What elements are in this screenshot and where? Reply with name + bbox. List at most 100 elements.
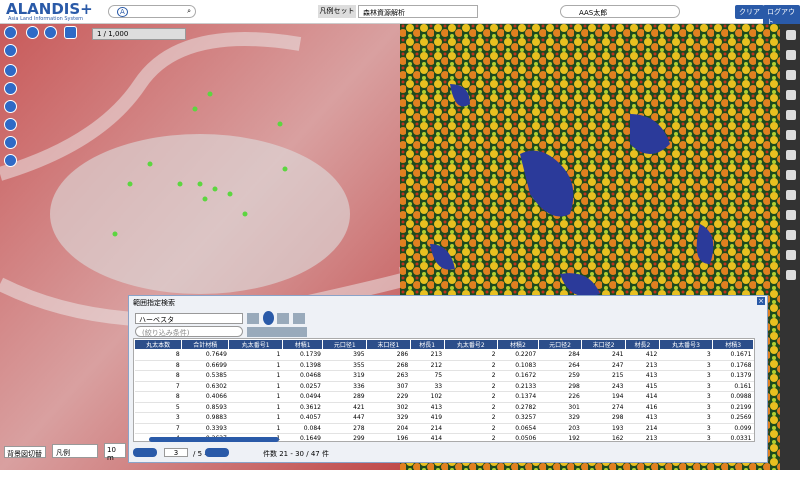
background-switch[interactable]: 背景図切替 xyxy=(4,446,46,458)
column-header: 末口径2 xyxy=(581,339,626,350)
search-box[interactable]: A ⌕ xyxy=(108,5,196,18)
tool[interactable] xyxy=(4,100,17,113)
cell: 0.4066 xyxy=(181,391,229,403)
tool[interactable] xyxy=(786,50,796,60)
tool[interactable] xyxy=(786,250,796,260)
cell: 0.6699 xyxy=(181,360,229,371)
tool[interactable] xyxy=(4,118,17,131)
cell: 1 xyxy=(228,391,283,403)
cell: 102 xyxy=(410,391,445,403)
cell: 289 xyxy=(322,391,367,403)
tool[interactable] xyxy=(786,190,796,200)
cell: 395 xyxy=(322,349,367,361)
cell: 416 xyxy=(625,402,660,413)
clear-button[interactable]: クリア xyxy=(735,5,764,19)
cell: 8 xyxy=(134,349,182,361)
cell: 212 xyxy=(410,360,445,371)
cell: 243 xyxy=(581,381,626,392)
cell: 214 xyxy=(625,423,660,434)
cell: 0.6302 xyxy=(181,381,229,392)
cell: 1 xyxy=(228,402,283,413)
search-panel: 範囲指定検索 × ハーベスタ (絞り込み条件) 丸太本数 合計材積 丸太番号1 材積1… xyxy=(128,295,768,463)
tool[interactable] xyxy=(786,210,796,220)
user[interactable]: AAS太郎 xyxy=(560,5,680,18)
cell: 0.0988 xyxy=(712,391,754,403)
cell: 355 xyxy=(322,360,367,371)
cell: 319 xyxy=(322,370,367,382)
header-row: 丸太本数 合計材積 丸太番号1 材積1 元口径1 末口径1 材長1 丸太番号2 材積2 元口径2 末… xyxy=(134,339,754,350)
full-extent[interactable] xyxy=(64,26,77,39)
zoom-out[interactable] xyxy=(4,44,17,57)
table-row: 5 0.8593 1 0.3612 421 302 413 2 0.2782 301 274 416 3… xyxy=(134,402,754,413)
tool[interactable] xyxy=(4,82,17,95)
table-row: 8 0.5385 1 0.0468 319 263 75 2 0.1672 259 215 413 3 0… xyxy=(134,370,754,382)
cell: 278 xyxy=(322,423,367,434)
cell: 213 xyxy=(625,360,660,371)
tool[interactable] xyxy=(293,313,305,324)
tool[interactable] xyxy=(263,311,274,325)
prev[interactable] xyxy=(133,448,157,457)
column-header: 末口径1 xyxy=(366,339,411,350)
cell: 215 xyxy=(581,370,626,382)
cell: 3 xyxy=(659,423,713,434)
cell: 421 xyxy=(322,402,367,413)
column-header: 元口径2 xyxy=(537,339,583,350)
cell: 241 xyxy=(581,349,626,361)
cell: 2 xyxy=(444,412,498,424)
page-input[interactable]: 3 xyxy=(164,448,188,457)
scrollbar[interactable] xyxy=(149,437,279,442)
cell: 302 xyxy=(366,402,411,413)
cell: 0.2207 xyxy=(497,349,539,361)
tool[interactable] xyxy=(786,70,796,80)
tool[interactable] xyxy=(786,30,796,40)
close[interactable]: × xyxy=(757,297,765,305)
forward[interactable] xyxy=(44,26,57,39)
table-row: 8 0.6699 1 0.1398 355 268 212 2 0.1083 264 247 213 3… xyxy=(134,360,754,371)
tools[interactable] xyxy=(247,327,307,337)
cell: 0.1768 xyxy=(712,360,754,371)
cell: 329 xyxy=(366,412,411,424)
legend-set-select[interactable]: 森林資源解析 xyxy=(358,5,478,18)
machine-select[interactable]: ハーベスタ xyxy=(135,313,243,324)
tool[interactable] xyxy=(4,136,17,149)
tool[interactable] xyxy=(786,170,796,180)
column-header: 材積3 xyxy=(712,339,754,350)
tool[interactable] xyxy=(4,64,17,77)
filter-input[interactable]: (絞り込み条件) xyxy=(135,326,243,337)
panel-title: 範囲指定検索 xyxy=(133,299,175,307)
cell: 284 xyxy=(538,349,582,361)
scale-select[interactable]: 1 / 1,000 xyxy=(92,28,186,40)
cell: 193 xyxy=(581,423,626,434)
zoom-in[interactable] xyxy=(4,26,17,39)
tool[interactable] xyxy=(247,313,259,324)
legend-button[interactable]: 凡例 xyxy=(52,444,98,458)
back[interactable] xyxy=(26,26,39,39)
cell: 0.0506 xyxy=(497,433,539,441)
tool[interactable] xyxy=(786,270,796,280)
cell: 0.2199 xyxy=(712,402,754,413)
cell: 204 xyxy=(366,423,411,434)
cell: 0.2133 xyxy=(497,381,539,392)
cell: 213 xyxy=(625,433,660,441)
tool[interactable] xyxy=(277,313,289,324)
cell: 259 xyxy=(538,370,582,382)
tool[interactable] xyxy=(786,230,796,240)
tool[interactable] xyxy=(786,110,796,120)
tool[interactable] xyxy=(786,90,796,100)
cell: 286 xyxy=(366,349,411,361)
info[interactable] xyxy=(4,154,17,167)
cell: 0.0468 xyxy=(282,370,323,382)
cell: 0.099 xyxy=(712,423,754,434)
cell: 0.3257 xyxy=(497,412,539,424)
cell: 307 xyxy=(366,381,411,392)
tool[interactable] xyxy=(786,130,796,140)
cell: 8 xyxy=(134,391,182,403)
next[interactable] xyxy=(205,448,229,457)
cell: 8 xyxy=(134,370,182,382)
tool[interactable] xyxy=(786,150,796,160)
cell: 1 xyxy=(228,349,283,361)
logo-sub: Asia Land Information System xyxy=(8,16,84,22)
cell: 8 xyxy=(134,360,182,371)
cell: 0.1374 xyxy=(497,391,539,403)
cell: 414 xyxy=(625,391,660,403)
